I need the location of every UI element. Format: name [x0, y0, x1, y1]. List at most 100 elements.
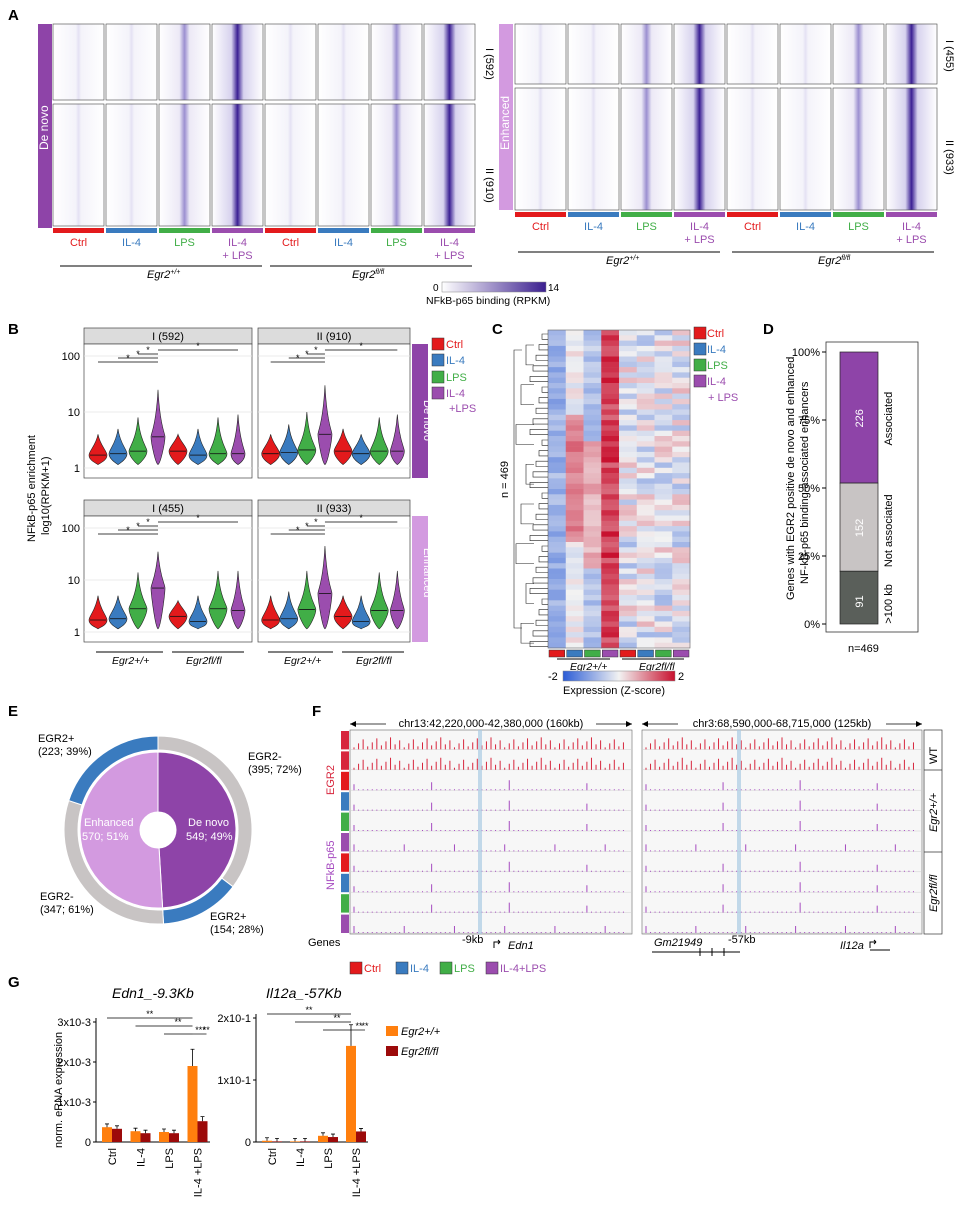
c-legend-label-0: Ctrl: [707, 328, 724, 340]
c-heat-cell-30-5: [636, 489, 655, 495]
d-ytick-2: 50%: [798, 483, 820, 495]
c-heat-cell-53-6: [654, 610, 673, 617]
b-violin-1-7: [390, 414, 405, 465]
c-condition-bar-3: [602, 649, 619, 658]
g-bar-1-0-0: [262, 1140, 272, 1142]
c-heat-cell-0-7: [672, 330, 691, 336]
c-heat-cell-8-0: [548, 372, 567, 378]
c-heat-cell-50-3: [601, 595, 620, 601]
c-heat-cell-14-0: [548, 404, 567, 410]
c-heat-cell-39-4: [619, 536, 638, 543]
e-inner-enhanced-value: 570; 51%: [82, 831, 129, 843]
panel-d-stacked-bar: 226 Associated 152 Not associated 91 >100 kb 1…: [785, 341, 919, 655]
c-heat-cell-20-6: [654, 436, 673, 442]
c-heat-cell-55-6: [654, 621, 673, 628]
c-heat-cell-10-2: [583, 383, 602, 389]
c-heat-cell-59-5: [636, 642, 655, 649]
c-heat-cell-4-4: [619, 351, 638, 357]
c-heat-cell-2-5: [636, 340, 655, 347]
a-right-heatmap-bottom-0: [514, 87, 567, 211]
a-left-heatmap-bottom-1: [105, 103, 158, 227]
c-heat-cell-47-1: [565, 579, 584, 585]
g-ytick-0-1: 2x10-3: [57, 1057, 91, 1069]
e-outer-value-2: (347; 61%): [40, 904, 94, 916]
c-heat-cell-57-0: [548, 632, 567, 638]
c-heat-cell-58-5: [636, 637, 655, 643]
a-genotype-wt-left: Egr2+/+: [147, 269, 180, 281]
b-legend-label-0: Ctrl: [446, 339, 463, 351]
c-heat-cell-17-1: [565, 420, 584, 426]
c-heat-cell-54-3: [601, 616, 620, 622]
b-sig-star-long-1: *: [359, 341, 363, 351]
c-heat-cell-33-5: [636, 504, 655, 511]
c-heat-cell-13-1: [565, 398, 584, 405]
c-heat-cell-12-4: [619, 393, 638, 400]
c-heat-cell-10-1: [565, 383, 584, 389]
c-heat-cell-26-0: [548, 467, 567, 474]
f-track-signal-0-6: [353, 861, 624, 872]
c-heat-cell-44-3: [601, 563, 620, 569]
e-outer-label-0: EGR2+: [38, 733, 74, 745]
c-heat-cell-37-7: [672, 526, 691, 532]
g-bar-0-2-1: [169, 1133, 179, 1142]
c-heat-cell-39-0: [548, 536, 567, 543]
c-heat-cell-43-2: [583, 557, 602, 564]
c-heat-cell-0-3: [601, 330, 620, 336]
c-heat-cell-2-7: [672, 340, 691, 347]
c-heat-cell-31-0: [548, 494, 567, 500]
c-heat-cell-50-4: [619, 595, 638, 601]
c-heat-cell-45-5: [636, 568, 655, 575]
e-outer-label-1: EGR2-: [248, 751, 282, 763]
c-heat-cell-35-4: [619, 515, 638, 522]
c-heat-cell-0-5: [636, 330, 655, 336]
c-heat-cell-44-7: [672, 563, 691, 569]
b-legend-swatch-2: [431, 370, 445, 384]
b-legend-swatch-1: [431, 353, 445, 367]
c-heat-cell-7-4: [619, 367, 638, 373]
a-left-condition-bar-2: [159, 228, 210, 233]
c-heat-cell-7-6: [654, 367, 673, 373]
a-right-condition-label-5: IL-4: [796, 221, 815, 233]
a-colorscale-max: 14: [548, 283, 560, 294]
c-heat-cell-48-7: [672, 584, 691, 590]
g-err-0-1-1: [143, 1129, 148, 1134]
g-xcat-0-1: IL-4: [136, 1148, 148, 1167]
g-sig-1-1: **: [333, 1013, 341, 1023]
c-heat-cell-20-3: [601, 436, 620, 442]
c-heat-cell-16-3: [601, 414, 620, 421]
c-heatmap-border: [547, 329, 691, 649]
c-heat-cell-40-7: [672, 542, 691, 548]
c-heat-cell-43-3: [601, 557, 620, 564]
g-ytick-1-1: 1x10-1: [217, 1075, 251, 1087]
b-violin-1-3: [317, 385, 333, 465]
c-heat-cell-25-2: [583, 462, 602, 469]
a-right-condition-bar-2: [621, 212, 672, 217]
c-heat-cell-23-7: [672, 451, 691, 458]
c-heat-cell-28-2: [583, 478, 602, 484]
g-ytick-0-3: 0: [85, 1137, 91, 1149]
c-heat-cell-49-0: [548, 589, 567, 596]
b-sig-star-3-2: *: [314, 517, 318, 527]
a-right-condition-bar-4: [727, 212, 778, 217]
c-heat-cell-24-7: [672, 457, 691, 463]
a-right-cluster1: I (455): [943, 40, 954, 72]
c-heat-cell-57-2: [583, 632, 602, 638]
c-heat-cell-31-1: [565, 494, 584, 500]
b-side-enhanced-label: Enhanced: [421, 548, 433, 598]
c-heat-cell-37-6: [654, 526, 673, 532]
a-left-heatmap-bottom-5: [317, 103, 370, 227]
c-heat-cell-40-0: [548, 542, 567, 548]
b-side-denovo-bar: [412, 344, 428, 478]
b-sig-star-1-2: *: [314, 345, 318, 355]
b-x-wt-1: Egr2+/+: [112, 655, 149, 667]
c-heat-cell-8-2: [583, 372, 602, 378]
f-p65-label: NFkB-p65: [325, 840, 337, 890]
c-heat-cell-28-4: [619, 478, 638, 484]
c-heat-cell-17-5: [636, 420, 655, 426]
c-heat-cell-58-2: [583, 637, 602, 643]
f-track-color-5: [341, 833, 349, 852]
a-right-heatmap-top-5: [779, 23, 832, 85]
c-heat-cell-34-2: [583, 510, 602, 516]
c-heat-cell-46-4: [619, 573, 638, 580]
a-right-condition-label-0: Ctrl: [532, 221, 549, 233]
